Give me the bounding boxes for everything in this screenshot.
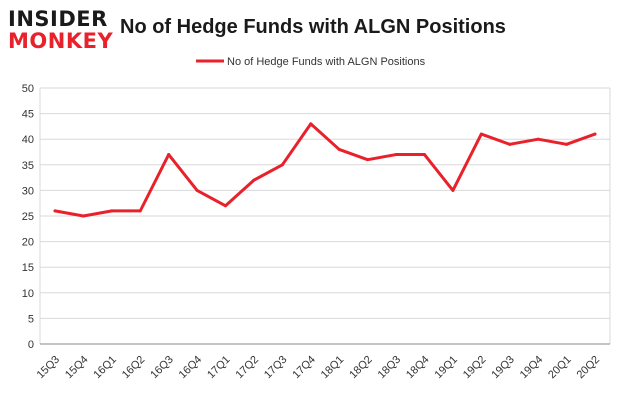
- x-tick-label: 17Q4: [290, 354, 318, 382]
- data-point: [280, 163, 284, 167]
- y-tick-label: 15: [22, 262, 34, 274]
- data-point: [337, 147, 341, 151]
- x-tick-label: 18Q1: [319, 354, 347, 382]
- x-tick-label: 15Q4: [63, 354, 91, 382]
- y-tick-label: 10: [22, 288, 34, 300]
- x-tick-label: 18Q3: [376, 354, 404, 382]
- data-point: [451, 188, 455, 192]
- y-tick-label: 45: [22, 109, 34, 121]
- data-point: [508, 142, 512, 146]
- gridlines: [39, 87, 611, 345]
- data-point: [224, 204, 228, 208]
- y-tick-label: 20: [22, 237, 34, 249]
- logo-line-1: INSIDER: [8, 7, 108, 31]
- x-tick-label: 19Q3: [489, 354, 517, 382]
- data-point: [593, 132, 597, 136]
- series-line-0: [53, 122, 597, 218]
- data-point: [479, 132, 483, 136]
- data-point: [422, 153, 426, 157]
- data-point: [167, 153, 171, 157]
- data-point: [252, 178, 256, 182]
- y-tick-label: 50: [22, 83, 34, 95]
- data-point: [536, 137, 540, 141]
- y-tick-label: 5: [28, 313, 34, 325]
- x-axis-ticks: 15Q3 15Q4 16Q1 16Q2 16Q3 16Q4 17Q1 17Q2 17Q3 17Q4…: [35, 354, 603, 382]
- y-tick-label: 30: [22, 185, 34, 197]
- legend: No of Hedge Funds with ALGN Positions: [196, 56, 426, 68]
- data-point: [53, 209, 57, 213]
- x-tick-label: 16Q4: [177, 354, 205, 382]
- x-tick-label: 17Q3: [262, 354, 290, 382]
- x-tick-label: 16Q3: [148, 354, 176, 382]
- x-tick-label: 19Q2: [461, 354, 489, 382]
- x-tick-label: 20Q1: [546, 354, 574, 382]
- x-tick-label: 17Q2: [234, 354, 262, 382]
- y-axis-ticks: 0 5 10 15 20 25 30 35 40 45 50: [22, 83, 34, 351]
- data-point: [394, 153, 398, 157]
- data-point: [138, 209, 142, 213]
- x-tick-label: 20Q2: [575, 354, 603, 382]
- x-tick-label: 18Q4: [404, 354, 432, 382]
- data-point: [309, 122, 313, 126]
- logo-line-2: MONKEY: [8, 29, 113, 53]
- data-point: [110, 209, 114, 213]
- x-tick-label: 19Q1: [432, 354, 460, 382]
- data-point: [195, 188, 199, 192]
- data-point: [366, 158, 370, 162]
- y-tick-label: 25: [22, 211, 34, 223]
- x-tick-label: 16Q2: [120, 354, 148, 382]
- x-tick-label: 19Q4: [518, 354, 546, 382]
- data-point: [81, 214, 85, 218]
- x-tick-label: 16Q1: [91, 354, 119, 382]
- chart-title: No of Hedge Funds with ALGN Positions: [120, 16, 506, 38]
- y-tick-label: 40: [22, 134, 34, 146]
- data-point: [565, 142, 569, 146]
- insider-monkey-logo: INSIDER MONKEY: [8, 7, 113, 53]
- y-tick-label: 35: [22, 160, 34, 172]
- y-tick-label: 0: [28, 339, 34, 351]
- x-tick-label: 17Q1: [205, 354, 233, 382]
- x-tick-label: 15Q3: [35, 354, 63, 382]
- legend-label: No of Hedge Funds with ALGN Positions: [227, 56, 426, 68]
- series-layer: [53, 122, 597, 218]
- x-tick-label: 18Q2: [347, 354, 375, 382]
